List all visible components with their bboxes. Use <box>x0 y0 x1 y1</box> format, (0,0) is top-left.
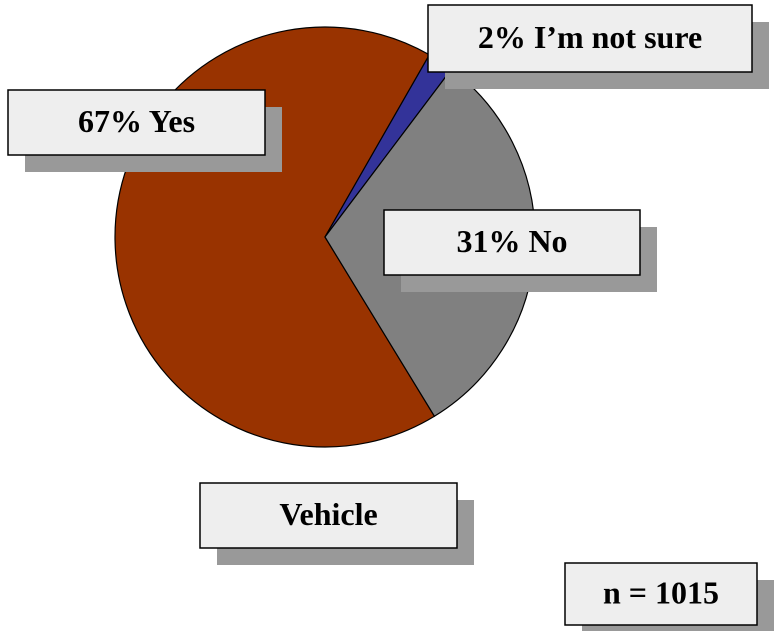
label-box <box>7 89 266 156</box>
chart-title: Vehicle <box>279 496 377 532</box>
data-label: 31% No <box>456 223 567 259</box>
data-label: 67% Yes <box>78 103 195 139</box>
label-box <box>427 4 753 73</box>
labels: 67% Yes 2% I’m not sure 31% No Vehicle n = 1… <box>7 4 774 631</box>
annotation: n = 1015 <box>603 574 719 610</box>
data-label: 2% I’m not sure <box>478 19 702 55</box>
label-box <box>383 209 641 276</box>
label-box <box>199 482 458 549</box>
label-box <box>564 562 758 626</box>
